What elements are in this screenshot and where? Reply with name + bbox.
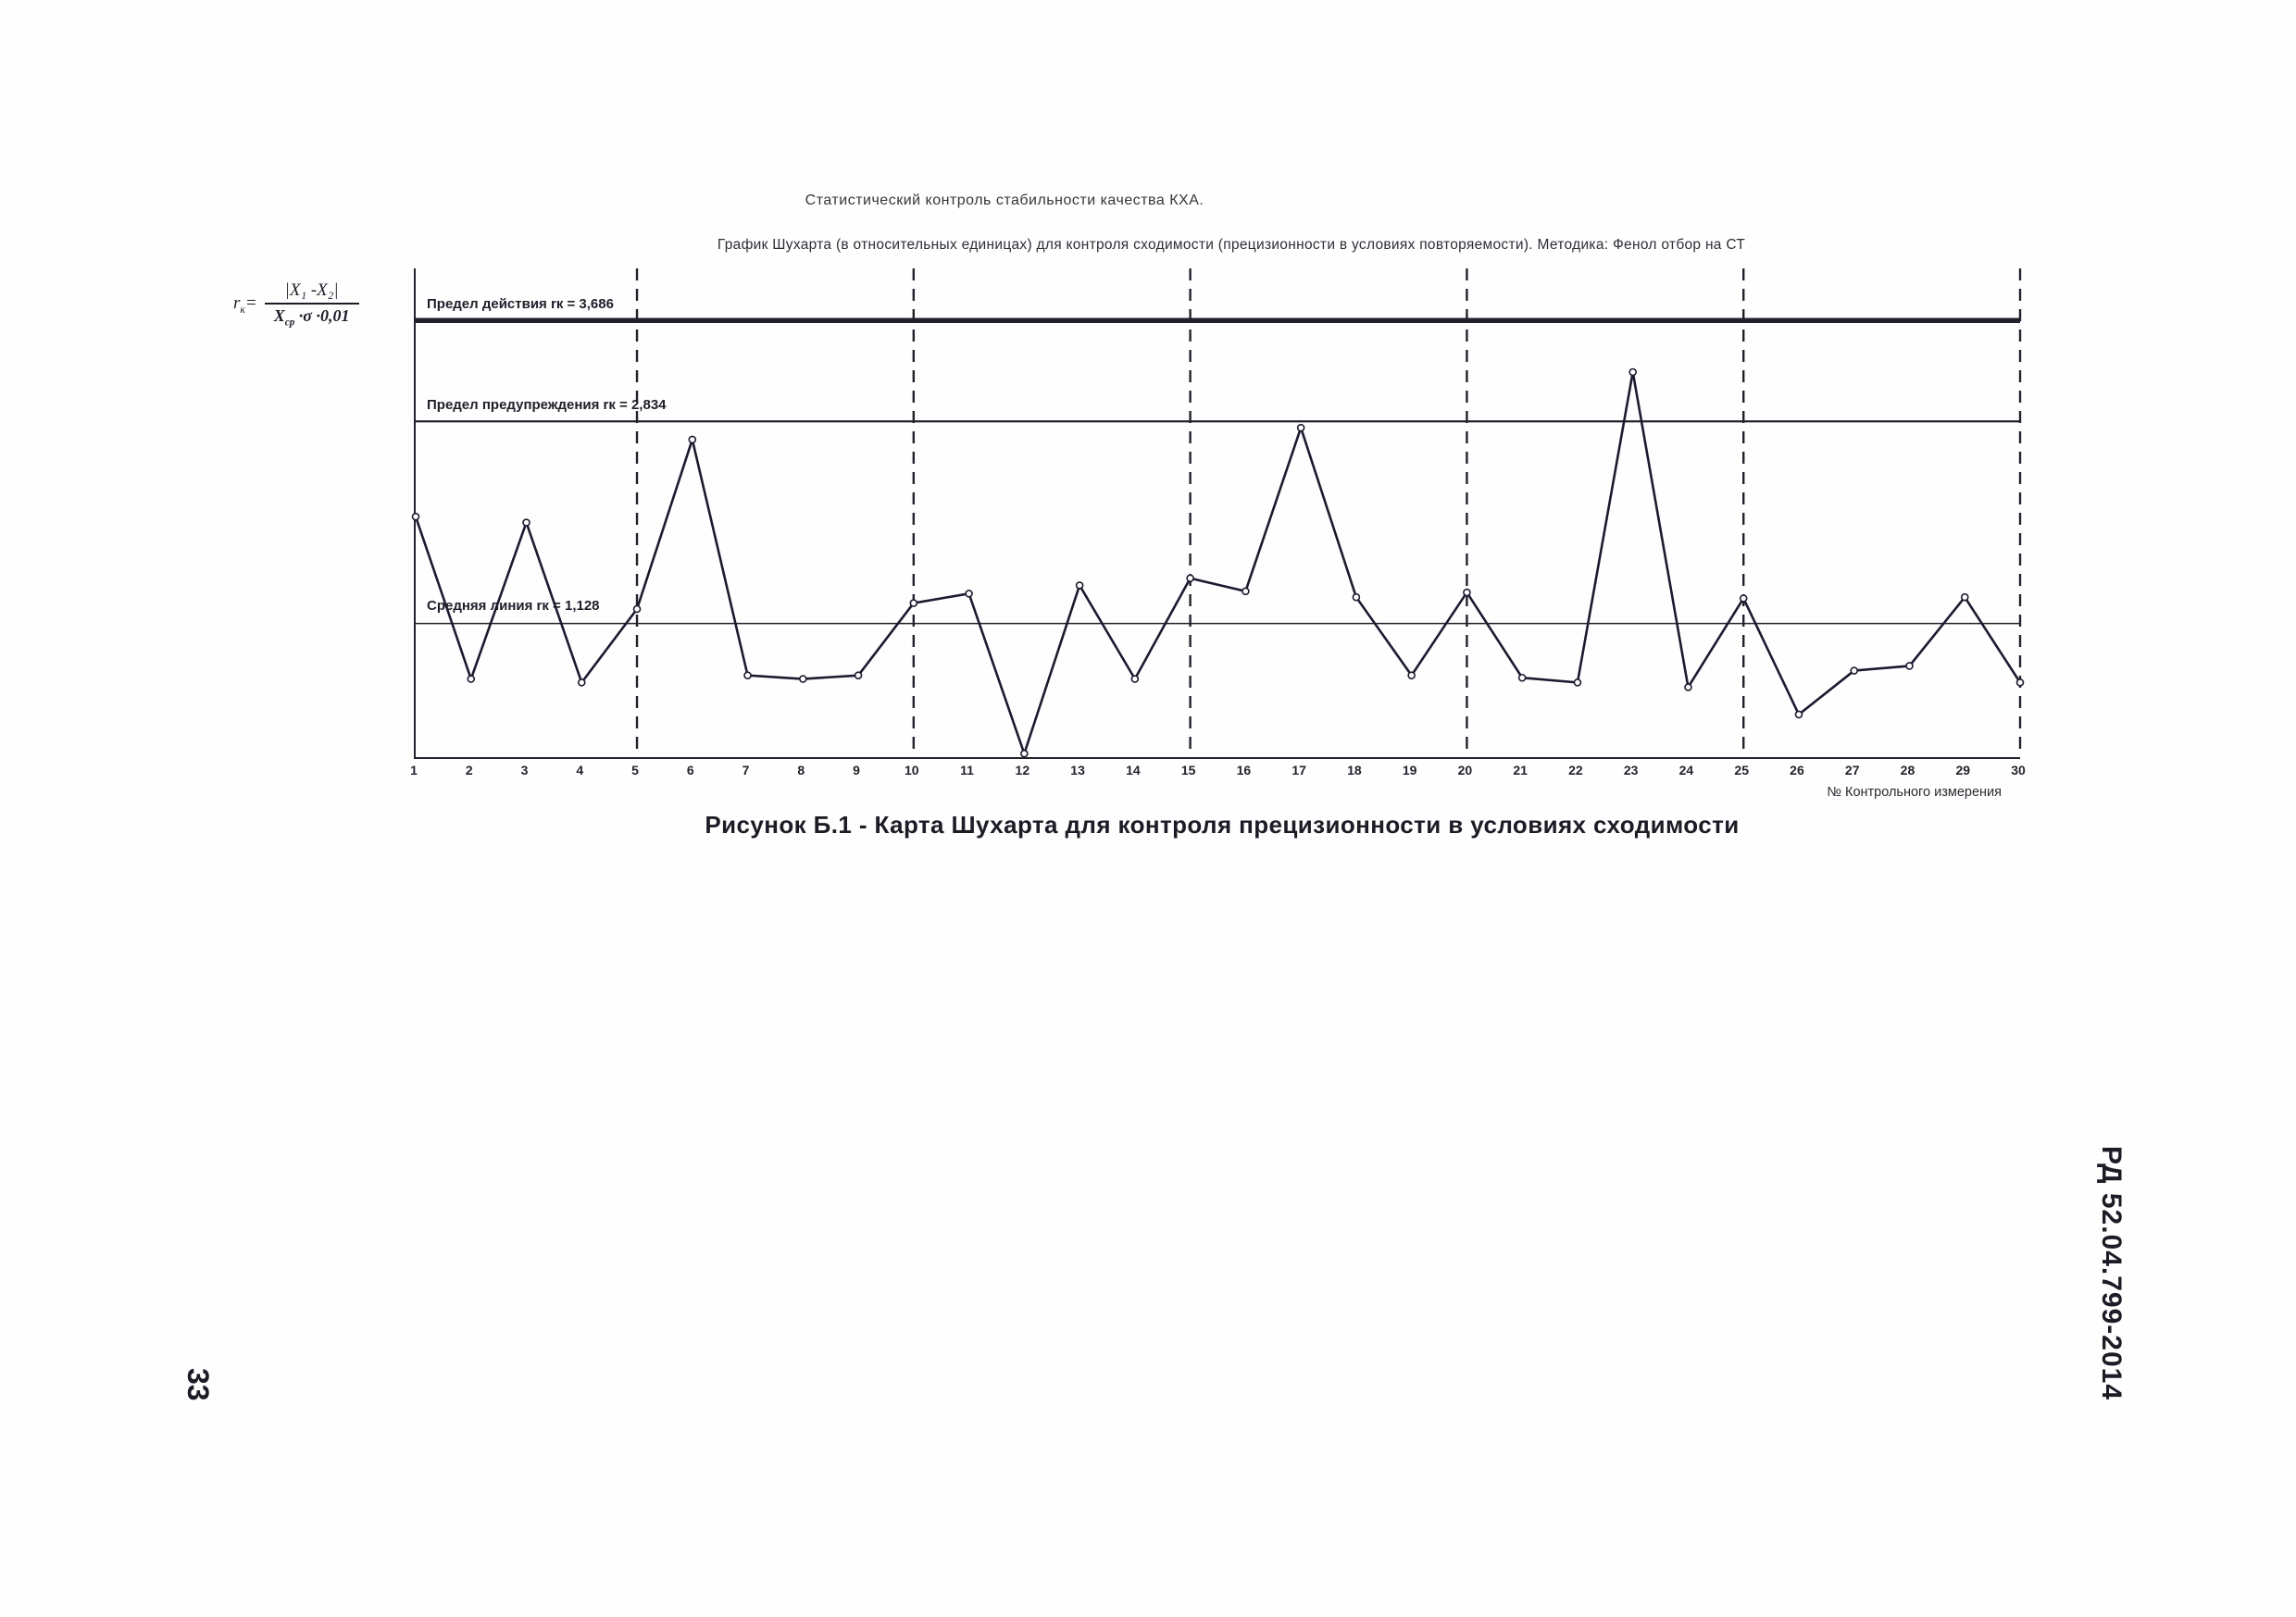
data-point (1905, 662, 1914, 670)
formula-denominator: Xср ·σ ·0,01 (264, 303, 359, 329)
chart-canvas (411, 268, 2025, 758)
x-tick-label: 4 (576, 763, 584, 777)
data-point (1242, 587, 1250, 596)
data-point (522, 518, 530, 527)
x-tick-label: 17 (1292, 763, 1306, 777)
x-tick-label: 9 (853, 763, 860, 777)
x-tick-label: 6 (686, 763, 694, 777)
formula-fraction: |X₁ -X₂| Xср ·σ ·0,01 (264, 280, 359, 329)
x-tick-label: 8 (797, 763, 805, 777)
x-tick-label: 12 (1015, 763, 1030, 777)
x-tick-label: 23 (1623, 763, 1639, 777)
page-number: 33 (181, 1368, 215, 1401)
data-point (1020, 749, 1029, 758)
data-point (965, 590, 973, 598)
x-tick-label: 20 (1457, 763, 1473, 777)
data-point (1794, 710, 1803, 719)
data-point (2015, 678, 2025, 687)
x-tick-label: 3 (520, 763, 529, 777)
x-tick-label: 26 (1790, 763, 1804, 777)
x-tick-label: 10 (905, 763, 919, 777)
x-tick-label: 15 (1180, 763, 1196, 777)
x-tick-label: 1 (410, 763, 418, 777)
data-point (688, 435, 697, 444)
x-tick-label: 25 (1734, 763, 1749, 777)
shewhart-control-chart: Предел действия rк = 3,686 Предел предуп… (411, 268, 2025, 759)
data-point (1130, 675, 1140, 683)
data-point (467, 675, 476, 683)
data-point (1463, 588, 1471, 597)
chart-subtitle: График Шухарта (в относительных единицах… (717, 237, 1746, 253)
data-point (909, 599, 918, 607)
x-tick-label: 14 (1126, 763, 1141, 777)
x-tick-label: 29 (1955, 763, 1971, 777)
document-title: Статистический контроль стабильности кач… (805, 193, 1204, 208)
x-tick-label: 2 (465, 763, 473, 777)
formula-lhs: rк= (233, 292, 257, 316)
data-point (1628, 367, 1637, 377)
x-tick-label: 30 (2011, 763, 2026, 777)
data-polyline (414, 371, 2022, 758)
data-point (411, 512, 420, 521)
data-point (1407, 671, 1416, 679)
y-axis-formula: rк= |X₁ -X₂| Xср ·σ ·0,01 (233, 276, 359, 333)
x-tick-label: 24 (1678, 763, 1694, 777)
x-tick-label: 18 (1347, 763, 1362, 777)
data-point (1739, 594, 1748, 603)
x-axis-title: № Контрольного измерения (1827, 785, 2002, 800)
data-point (1684, 683, 1692, 691)
document-number-sidebar: РД 52.04.799-2014 (2096, 1146, 2127, 1401)
data-point (1517, 673, 1527, 682)
x-tick-label: 13 (1070, 763, 1085, 777)
data-point (1352, 592, 1361, 602)
data-point (1296, 423, 1305, 432)
data-point (854, 671, 863, 679)
x-tick-label: 7 (742, 763, 750, 777)
x-tick-label: 19 (1402, 763, 1417, 777)
data-point (799, 675, 807, 683)
action-limit-label: Предел действия rк = 3,686 (427, 296, 614, 312)
x-axis-ticks: 1 2 3 4 5 6 7 8 9 10 11 12 13 14 15 16 17 18 19 20 21 22 23 24 2… (410, 763, 2026, 783)
x-tick-label: 16 (1236, 763, 1252, 777)
warning-limit-label: Предел предупреждения rк = 2,834 (427, 397, 667, 413)
data-point (1960, 592, 1969, 602)
figure-caption: Рисунок Б.1 - Карта Шухарта для контроля… (705, 811, 1740, 839)
x-tick-label: 27 (1844, 763, 1860, 777)
formula-numerator: |X₁ -X₂| (284, 280, 339, 301)
x-tick-label: 5 (631, 763, 639, 777)
x-tick-label: 21 (1513, 763, 1528, 777)
data-point (743, 671, 752, 679)
center-line-label: Средняя линия rк = 1,128 (427, 598, 600, 614)
data-point (1075, 581, 1084, 590)
x-tick-label: 11 (960, 763, 974, 777)
data-point (1186, 574, 1194, 583)
data-point (577, 678, 586, 687)
data-point (1850, 666, 1859, 675)
x-tick-label: 22 (1568, 763, 1583, 777)
data-point (632, 604, 642, 614)
data-point (1573, 678, 1582, 687)
x-tick-label: 28 (1900, 763, 1915, 777)
